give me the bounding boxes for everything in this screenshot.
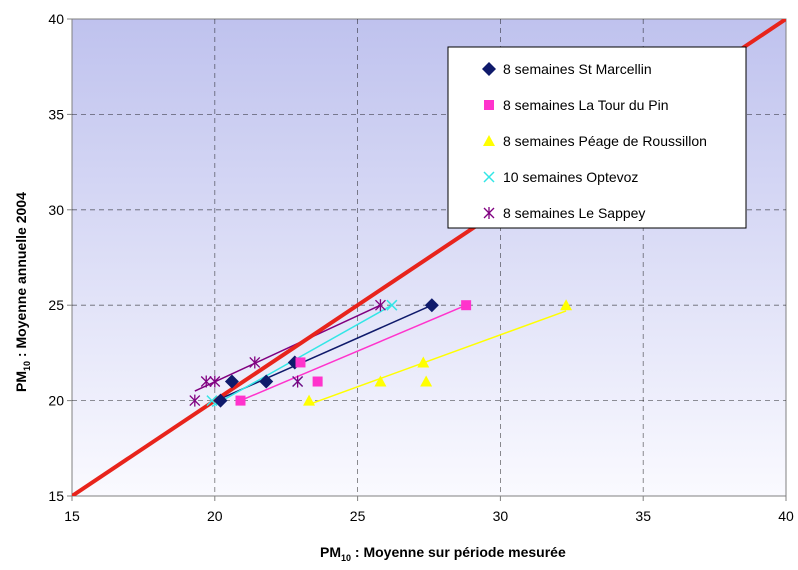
y-tick-label: 40 — [48, 11, 64, 27]
y-axis-title-sub: 10 — [22, 361, 32, 371]
data-point-8-semaines-peage-de-roussillon — [303, 394, 316, 406]
fit-line-8-semaines-le-sappey — [194, 304, 381, 392]
data-point-8-semaines-la-tour-du-pin — [461, 300, 472, 311]
x-axis-title-main: PM — [320, 544, 341, 560]
data-point-8-semaines-la-tour-du-pin — [312, 376, 323, 387]
data-point-10-semaines-optevoz — [386, 299, 398, 311]
data-point-8-semaines-st-marcellin — [424, 298, 439, 313]
y-axis-title-rest: : Moyenne annuelle 2004 — [13, 192, 29, 361]
legend-label-8-semaines-le-sappey: 8 semaines Le Sappey — [503, 205, 645, 221]
y-tick-label: 30 — [48, 202, 64, 218]
data-point-8-semaines-la-tour-du-pin — [235, 395, 246, 406]
x-axis-title: PM10 : Moyenne sur période mesurée — [320, 544, 566, 563]
y-axis-title-main: PM — [13, 371, 29, 392]
x-axis-ticks: 15 20 25 30 35 40 — [64, 496, 794, 524]
data-point-8-semaines-peage-de-roussillon — [417, 356, 430, 368]
y-tick-label: 35 — [48, 106, 64, 122]
x-tick-label: 20 — [207, 508, 223, 524]
series-markers — [189, 298, 573, 408]
data-point-8-semaines-st-marcellin — [213, 393, 228, 408]
fit-line-10-semaines-optevoz — [211, 304, 393, 407]
data-point-8-semaines-le-sappey — [189, 394, 201, 407]
x-tick-label: 25 — [350, 508, 366, 524]
y-axis-title: PM10 : Moyenne annuelle 2004 — [13, 192, 32, 392]
x-axis-title-sub: 10 — [341, 553, 351, 563]
y-tick-label: 25 — [48, 297, 64, 313]
fit-line-8-semaines-la-tour-du-pin — [240, 304, 467, 402]
data-point-8-semaines-peage-de-roussillon — [420, 375, 433, 387]
series-fit-lines — [194, 304, 567, 407]
data-point-8-semaines-le-sappey — [374, 299, 386, 312]
x-tick-label: 15 — [64, 508, 80, 524]
data-point-8-semaines-le-sappey — [292, 375, 304, 388]
data-point-8-semaines-la-tour-du-pin — [295, 357, 306, 368]
x-tick-label: 30 — [493, 508, 509, 524]
y-tick-label: 15 — [48, 488, 64, 504]
fit-line-8-semaines-st-marcellin — [220, 304, 433, 400]
data-point-10-semaines-optevoz — [206, 395, 218, 407]
data-point-8-semaines-st-marcellin — [224, 374, 239, 389]
data-point-8-semaines-le-sappey — [249, 356, 261, 369]
data-point-8-semaines-peage-de-roussillon — [374, 375, 387, 387]
legend-marker-8-semaines-la-tour-du-pin — [484, 100, 494, 110]
data-point-8-semaines-peage-de-roussillon — [560, 299, 573, 311]
legend-marker-8-semaines-le-sappey — [483, 207, 495, 219]
data-point-8-semaines-le-sappey — [200, 375, 212, 388]
legend-label-8-semaines-st-marcellin: 8 semaines St Marcellin — [503, 61, 652, 77]
x-axis-title-rest: : Moyenne sur période mesurée — [351, 544, 566, 560]
x-tick-label: 35 — [635, 508, 651, 524]
legend-box — [447, 46, 747, 229]
legend-marker-10-semaines-optevoz — [483, 171, 495, 183]
x-tick-label: 40 — [778, 508, 794, 524]
legend-label-8-semaines-peage-de-roussillon: 8 semaines Péage de Roussillon — [503, 133, 707, 149]
legend-label-8-semaines-la-tour-du-pin: 8 semaines La Tour du Pin — [503, 97, 669, 113]
data-point-8-semaines-le-sappey — [209, 375, 221, 388]
legend-label-10-semaines-optevoz: 10 semaines Optevoz — [503, 169, 638, 185]
y-axis-ticks: 15 20 25 30 35 40 — [48, 11, 72, 504]
fit-line-8-semaines-peage-de-roussillon — [308, 310, 567, 406]
legend-marker-8-semaines-peage-de-roussillon — [483, 135, 495, 146]
y-tick-label: 20 — [48, 393, 64, 409]
legend: 8 semaines St Marcellin 8 semaines La Tou… — [447, 46, 747, 229]
legend-marker-8-semaines-st-marcellin — [482, 62, 496, 76]
data-point-8-semaines-st-marcellin — [259, 374, 274, 389]
